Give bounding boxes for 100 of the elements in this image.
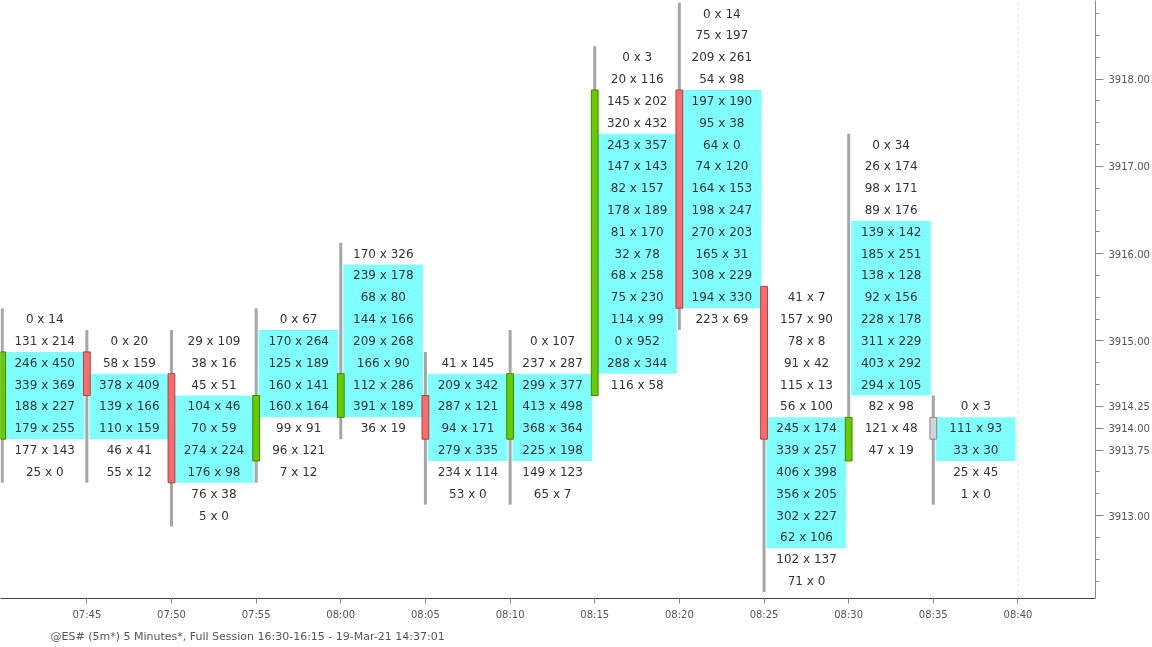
annotation: 378 x 409 (99, 377, 160, 392)
annotation: 225 x 198 (522, 443, 583, 458)
annotation: 58 x 159 (102, 355, 156, 370)
annotation: 70 x 59 (191, 421, 237, 436)
annotation: 0 x 3 (960, 399, 991, 414)
annotation: 311 x 229 (860, 333, 922, 348)
annotation: 45 x 51 (191, 377, 237, 392)
annotation: 209 x 268 (353, 333, 414, 348)
annotation: 147 x 143 (606, 159, 668, 174)
annotation: 98 x 171 (864, 181, 918, 196)
x-tick-label: 08:25 (749, 608, 779, 620)
annotation: 299 x 377 (522, 377, 583, 392)
annotation: 78 x 8 (787, 333, 826, 348)
y-tick-label: 3913.00 (1108, 510, 1150, 522)
y-tick-label: 3914.00 (1108, 423, 1150, 435)
annotation: 131 x 214 (14, 333, 75, 348)
y-tick-label: 3916.00 (1108, 248, 1150, 260)
x-tick-label: 08:00 (326, 608, 356, 620)
annotation: 288 x 344 (606, 355, 668, 370)
annotation: 138 x 128 (860, 268, 922, 283)
annotation: 294 x 105 (860, 377, 922, 392)
annotation: 339 x 369 (14, 377, 75, 392)
annotation: 160 x 141 (268, 377, 329, 392)
x-tick-label: 07:45 (72, 608, 102, 620)
annotation: 177 x 143 (14, 443, 75, 458)
annotation: 223 x 69 (695, 312, 749, 327)
annotation: 356 x 205 (776, 486, 837, 501)
annotation: 36 x 19 (360, 421, 406, 436)
annotation: 94 x 171 (441, 421, 495, 436)
annotation: 209 x 342 (437, 377, 499, 392)
annotation: 139 x 166 (99, 399, 160, 414)
annotation: 47 x 19 (868, 443, 914, 458)
annotation: 104 x 46 (187, 399, 241, 414)
annotation: 55 x 12 (106, 464, 152, 479)
annotation: 41 x 7 (787, 290, 826, 305)
annotation: 170 x 326 (353, 246, 414, 261)
x-tick-label: 08:05 (410, 608, 440, 620)
y-tick-label: 3914.25 (1108, 401, 1150, 413)
annotation: 46 x 41 (106, 443, 152, 458)
annotation: 29 x 109 (187, 333, 241, 348)
annotation: 237 x 287 (522, 355, 583, 370)
annotation: 54 x 98 (699, 72, 745, 87)
annotation: 75 x 197 (695, 28, 749, 43)
annotation: 0 x 67 (279, 312, 318, 327)
annotation: 0 x 34 (872, 137, 910, 152)
annotation: 145 x 202 (606, 93, 668, 108)
x-tick-label: 08:40 (1003, 608, 1033, 620)
annotation: 82 x 98 (868, 399, 914, 414)
annotation: 0 x 107 (529, 333, 576, 348)
annotation: 234 x 114 (437, 464, 499, 479)
annotation: 198 x 247 (691, 203, 753, 218)
annotation: 391 x 189 (353, 399, 414, 414)
annotation: 157 x 90 (780, 312, 834, 327)
annotation: 76 x 38 (191, 486, 237, 501)
annotation: 68 x 80 (360, 290, 406, 305)
annotation: 25 x 0 (25, 464, 64, 479)
annotation: 81 x 170 (610, 224, 664, 239)
annotation: 0 x 14 (25, 312, 64, 327)
annotation: 320 x 432 (606, 115, 668, 130)
annotation: 246 x 450 (14, 355, 75, 370)
annotation: 1 x 0 (960, 486, 991, 501)
annotation: 406 x 398 (776, 464, 837, 479)
annotation: 209 x 261 (691, 50, 753, 65)
annotation: 279 x 335 (437, 443, 499, 458)
annotation: 228 x 178 (860, 312, 922, 327)
text: @ES# (5m*) 5 Minutes*, Full Session 16:30-16:15 - 19-Mar-21 14:37:01 (50, 629, 445, 643)
annotation: 75 x 230 (610, 290, 664, 305)
annotation: 308 x 229 (691, 268, 753, 283)
annotation: 125 x 189 (268, 355, 329, 370)
annotation: 160 x 164 (268, 399, 329, 414)
annotation: 102 x 137 (776, 552, 837, 567)
annotation: 139 x 142 (860, 224, 922, 239)
annotation: 185 x 251 (860, 246, 922, 261)
annotation: 41 x 145 (441, 355, 495, 370)
annotation: 274 x 224 (183, 443, 245, 458)
annotation: 243 x 357 (606, 137, 668, 152)
annotation: 0 x 14 (703, 6, 741, 21)
annotation: 112 x 286 (353, 377, 414, 392)
annotation: 99 x 91 (276, 421, 322, 436)
annotation: 121 x 48 (864, 421, 918, 436)
annotation: 32 x 78 (614, 246, 660, 261)
annotation: 0 x 952 (614, 333, 660, 348)
y-tick-label: 3917.00 (1108, 161, 1150, 173)
x-tick-label: 08:15 (580, 608, 610, 620)
annotation: 89 x 176 (864, 203, 918, 218)
annotation: 74 x 120 (695, 159, 749, 174)
annotation: 302 x 227 (776, 508, 837, 523)
y-tick-label: 3915.00 (1108, 335, 1150, 347)
x-tick-label: 07:55 (241, 608, 271, 620)
annotation: 149 x 123 (522, 464, 583, 479)
annotation: 287 x 121 (437, 399, 499, 414)
annotation: 26 x 174 (864, 159, 918, 174)
candlestick (929, 395, 938, 505)
annotation: 176 x 98 (187, 464, 241, 479)
y-tick-label: 3918.00 (1108, 74, 1150, 86)
x-tick-label: 07:50 (157, 608, 186, 620)
x-tick-label: 08:20 (664, 608, 694, 620)
annotation: 71 x 0 (787, 574, 826, 589)
annotation: 194 x 330 (691, 290, 753, 305)
annotation: 165 x 31 (695, 246, 749, 261)
